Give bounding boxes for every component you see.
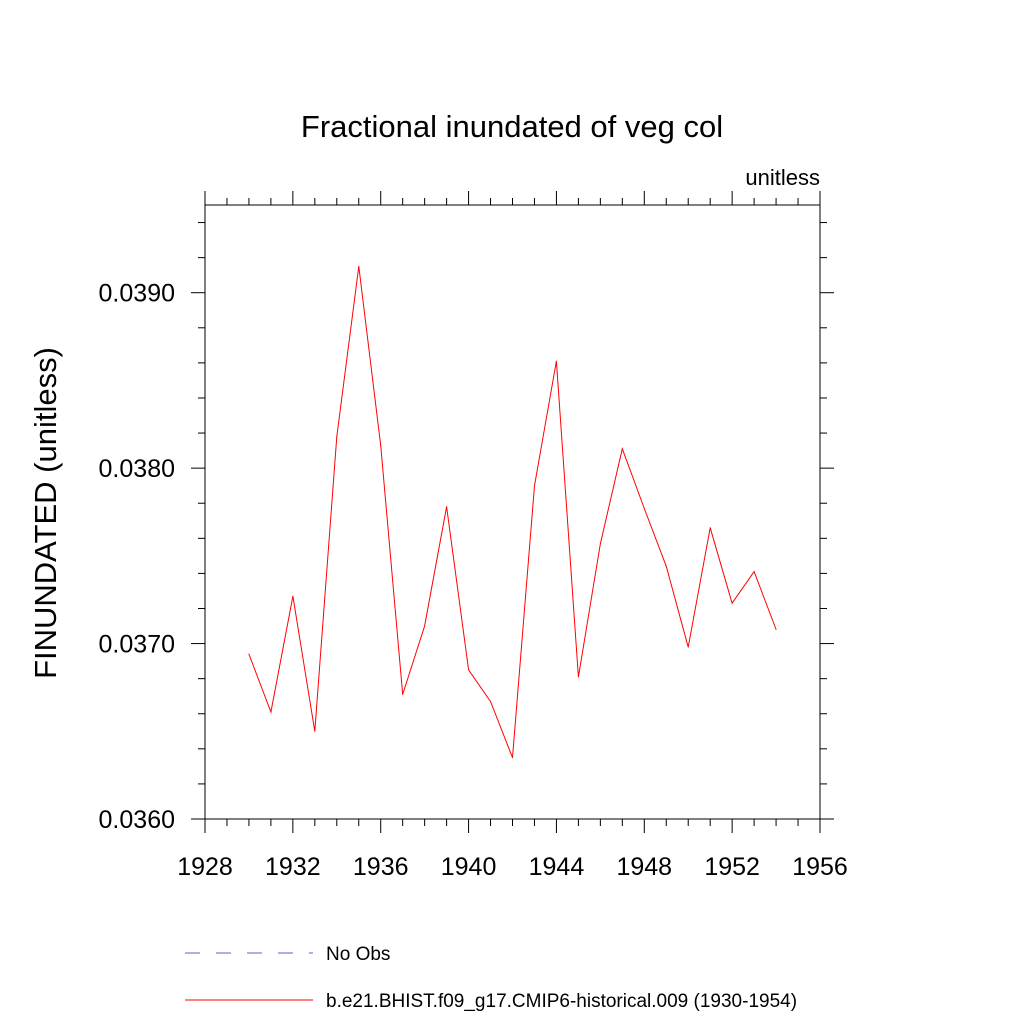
y-tick-labels: 0.0360 0.0370 0.0380 0.0390 bbox=[99, 280, 175, 834]
y-tick-label: 0.0370 bbox=[99, 631, 175, 659]
y-tick-label: 0.0380 bbox=[99, 455, 175, 483]
legend-label: No Obs bbox=[326, 944, 390, 965]
x-tick-label: 1944 bbox=[529, 853, 585, 881]
series-point bbox=[599, 543, 601, 545]
series-point bbox=[643, 507, 645, 509]
series-point bbox=[731, 602, 733, 604]
series-point bbox=[358, 265, 360, 267]
x-tick-label: 1932 bbox=[265, 853, 321, 881]
series-point bbox=[292, 595, 294, 597]
axis-ticks bbox=[191, 191, 834, 833]
x-tick-label: 1948 bbox=[616, 853, 672, 881]
series-point bbox=[577, 676, 579, 678]
y-axis-label: FINUNDATED (unitless) bbox=[28, 347, 63, 679]
x-tick-label: 1928 bbox=[177, 853, 233, 881]
series-point bbox=[468, 669, 470, 671]
series-point bbox=[336, 436, 338, 438]
units-label: unitless bbox=[745, 165, 820, 190]
y-tick-label: 0.0390 bbox=[99, 280, 175, 308]
x-tick-labels: 1928 1932 1936 1940 1944 1948 1952 1956 bbox=[177, 853, 848, 881]
series-point bbox=[248, 653, 250, 655]
series-point bbox=[555, 360, 557, 362]
series-point bbox=[314, 730, 316, 732]
series-point bbox=[753, 571, 755, 573]
x-tick-label: 1940 bbox=[441, 853, 497, 881]
x-tick-label: 1956 bbox=[792, 853, 848, 881]
series-point bbox=[621, 448, 623, 450]
series-layer bbox=[248, 265, 777, 759]
series-point bbox=[775, 629, 777, 631]
x-tick-label: 1936 bbox=[353, 853, 409, 881]
series-point bbox=[709, 527, 711, 529]
plot-frame bbox=[204, 204, 821, 820]
series-point bbox=[270, 711, 272, 713]
series-point bbox=[490, 700, 492, 702]
series-point bbox=[512, 757, 513, 759]
series-point bbox=[665, 565, 667, 567]
series-line bbox=[248, 266, 777, 758]
series-point bbox=[424, 625, 426, 627]
y-tick-label: 0.0360 bbox=[99, 806, 175, 834]
chart-title: Fractional inundated of veg col bbox=[301, 109, 723, 144]
legend: No Obs b.e21.BHIST.f09_g17.CMIP6-historic… bbox=[185, 944, 797, 1012]
x-tick-label: 1952 bbox=[704, 853, 760, 881]
series-point bbox=[533, 485, 535, 487]
series-point bbox=[380, 444, 382, 446]
series-point bbox=[446, 506, 448, 508]
series-point bbox=[402, 693, 404, 695]
legend-label: b.e21.BHIST.f09_g17.CMIP6-historical.009… bbox=[326, 991, 797, 1012]
series-point bbox=[687, 646, 689, 648]
